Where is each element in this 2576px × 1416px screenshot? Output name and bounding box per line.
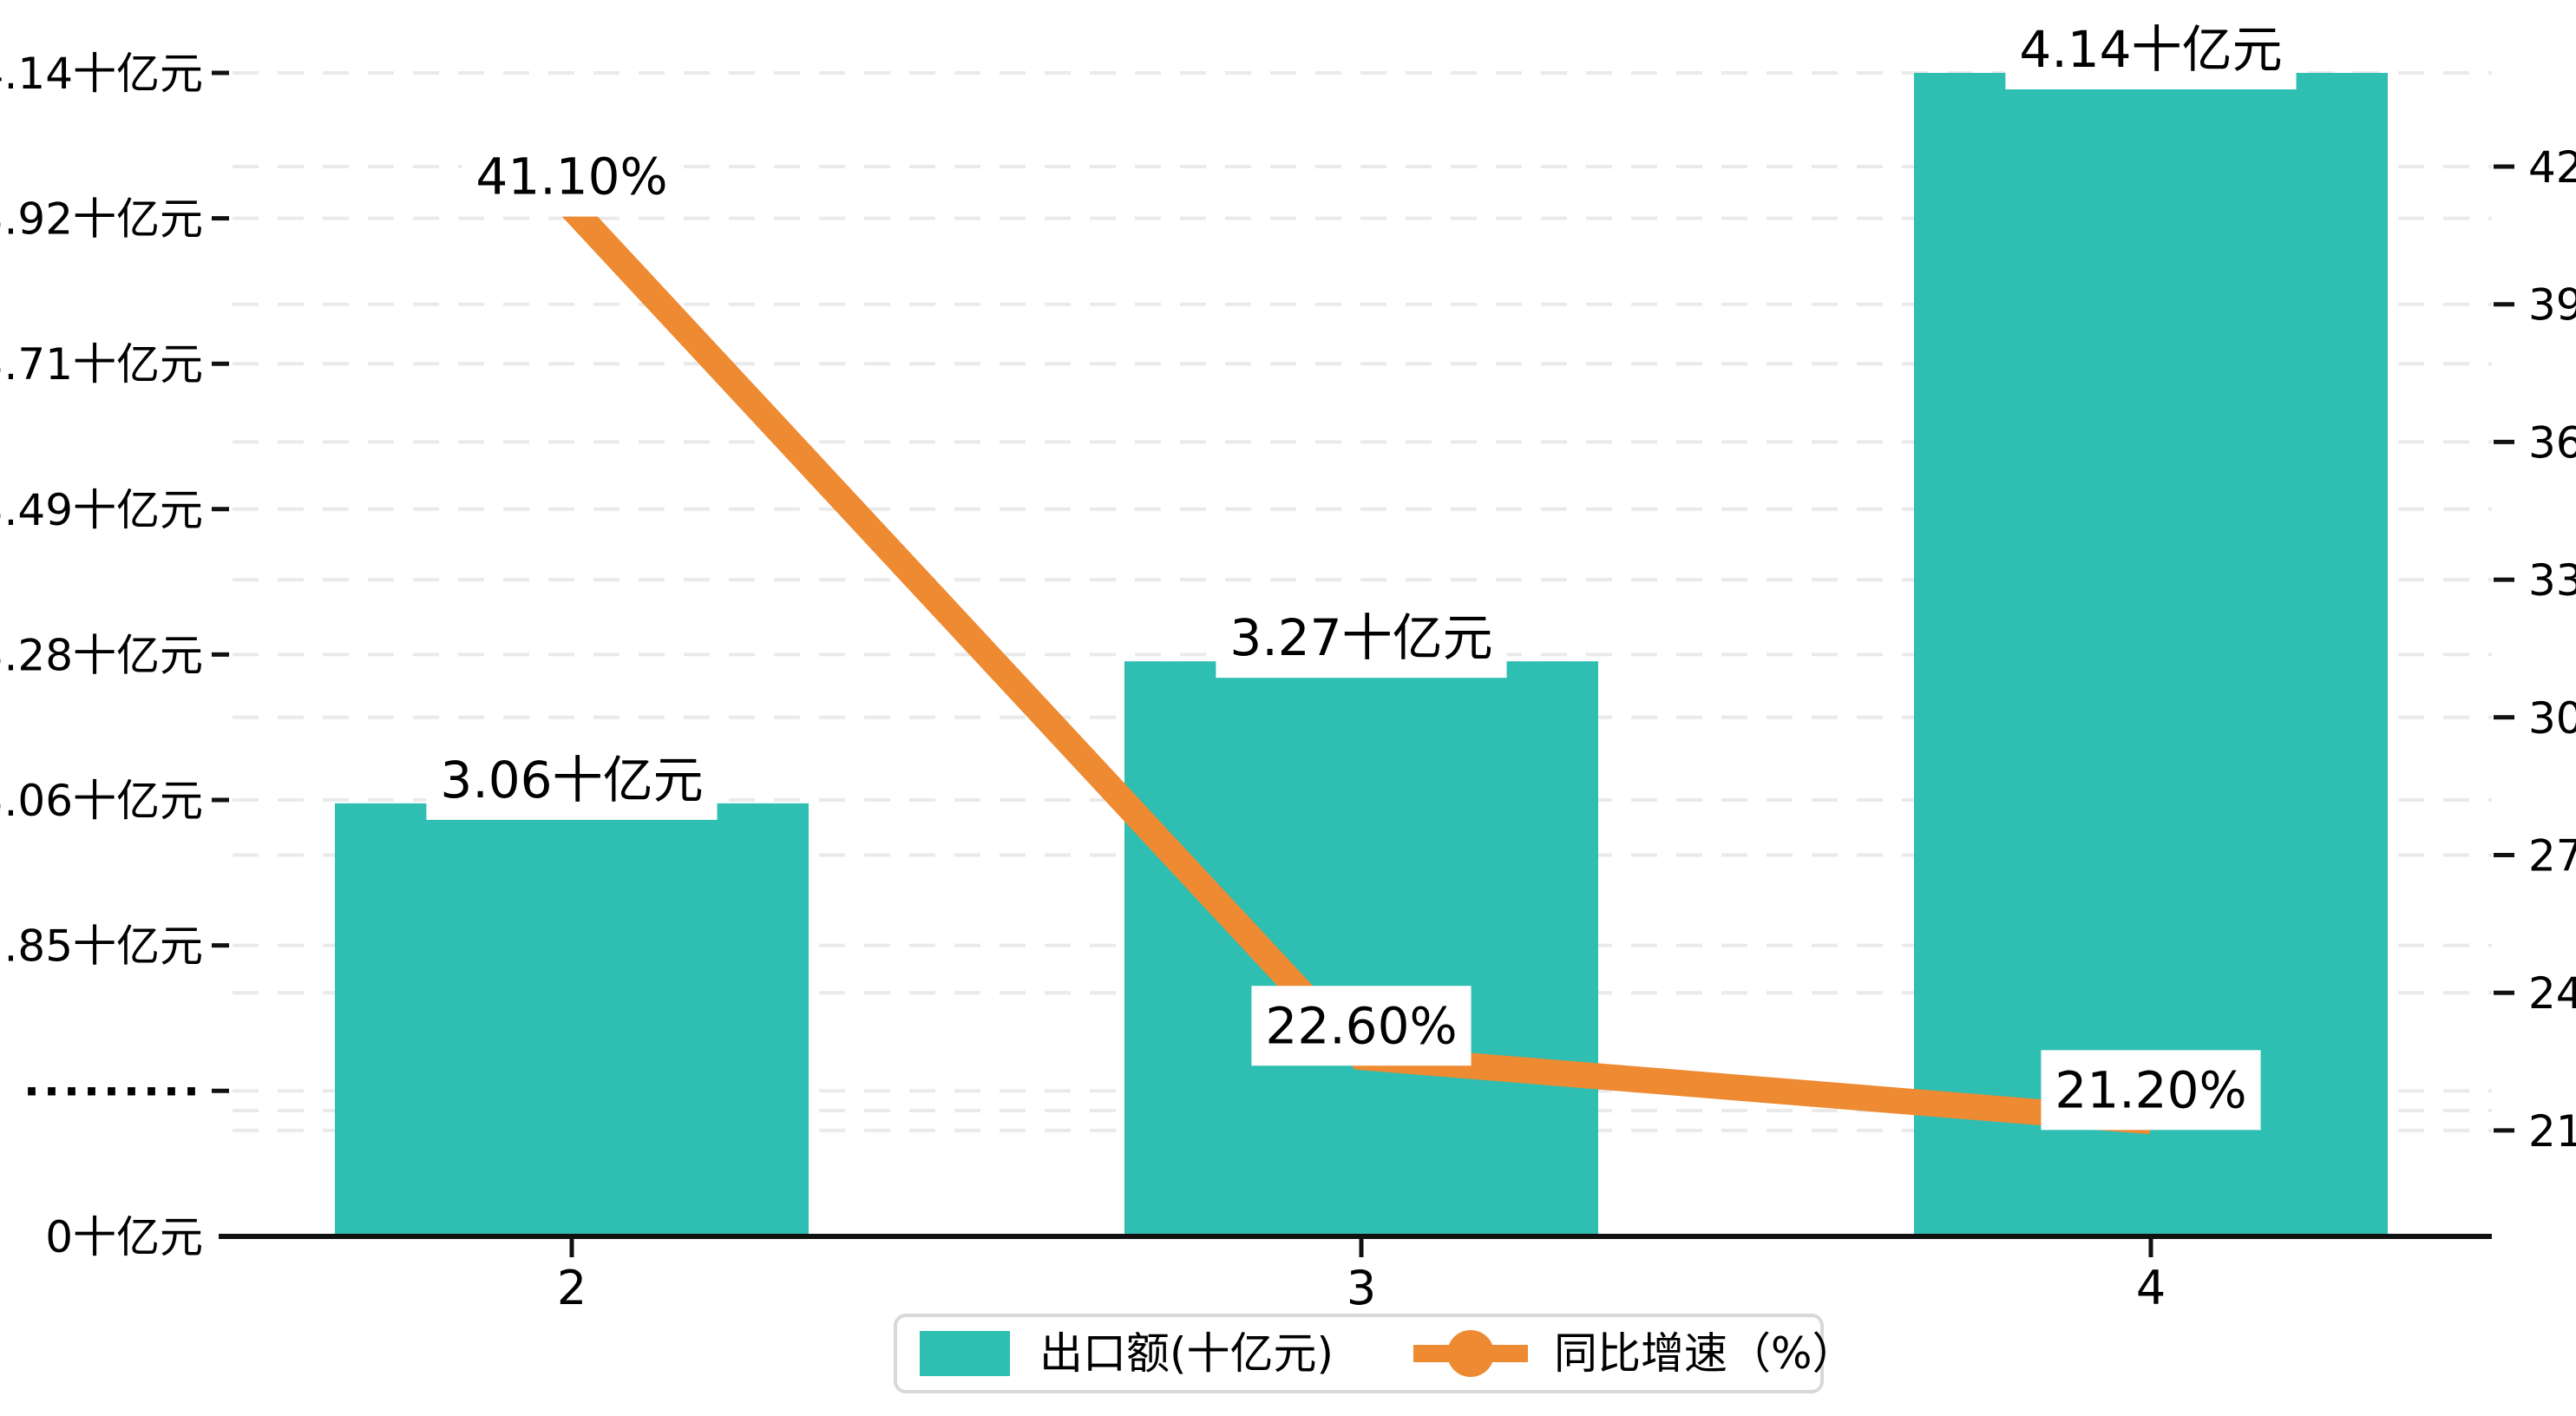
bar-3[interactable] — [1124, 661, 1598, 1236]
bar-value-label-4: 4.14十亿元 — [2019, 20, 2282, 79]
line-value-label-2: 41.10% — [475, 148, 667, 206]
legend-bar-label: 出口额(十亿元) — [1039, 1328, 1334, 1379]
legend-item-growth[interactable]: 同比增速（%） — [1413, 1330, 1856, 1377]
legend[interactable]: 出口额(十亿元) 同比增速（%） — [894, 1314, 1856, 1393]
right-tick-label-27: 27 — [2528, 831, 2576, 882]
line-value-label-4: 21.20% — [2055, 1060, 2246, 1119]
line-value-label-3-bg — [1251, 986, 1472, 1066]
line-value-label-3: 22.60% — [1265, 996, 1457, 1055]
line-value-label-4-bg — [2041, 1050, 2261, 1131]
right-tick-label-36: 36 — [2528, 417, 2576, 468]
bar-2[interactable] — [335, 803, 809, 1236]
line-value-label-2-bg — [462, 136, 682, 217]
bar-value-label-2: 3.06十亿元 — [440, 751, 703, 810]
left-tick-label-4: 3.28十亿元 — [0, 630, 203, 680]
left-tick-label-8: 0十亿元 — [45, 1212, 203, 1262]
bar-value-label-2-bg — [426, 739, 718, 820]
left-tick-label-1: 3.92十亿元 — [0, 194, 203, 245]
legend-line-label: 同比增速（%） — [1554, 1328, 1856, 1379]
right-tick-label-42: 42 — [2528, 142, 2576, 193]
legend-bar-swatch-icon — [920, 1331, 1010, 1376]
x-tick-label-4: 4 — [2136, 1261, 2166, 1315]
bar-value-label-3-bg — [1216, 598, 1507, 678]
legend-line-dot-icon — [1413, 1330, 1529, 1377]
x-tick-label-2: 2 — [557, 1261, 587, 1315]
left-tick-label-0: 4.14十亿元 — [0, 49, 203, 99]
right-tick-label-33: 33 — [2528, 555, 2576, 606]
left-tick-label-6: 2.85十亿元 — [0, 921, 203, 972]
left-tick-label-2: 3.71十亿元 — [0, 339, 203, 390]
right-tick-label-21: 21 — [2528, 1106, 2576, 1157]
bar-value-label-4-bg — [2005, 10, 2297, 89]
left-tick-label-7: ········· — [23, 1066, 203, 1117]
right-tick-label-39: 39 — [2528, 280, 2576, 331]
left-tick-label-3: 3.49十亿元 — [0, 485, 203, 535]
right-tick-label-24: 24 — [2528, 968, 2576, 1019]
legend-item-export[interactable]: 出口额(十亿元) — [920, 1331, 1334, 1376]
bar-4[interactable] — [1914, 73, 2388, 1236]
bar-value-label-3: 3.27十亿元 — [1229, 608, 1492, 667]
left-tick-label-5: 3.06十亿元 — [0, 776, 203, 826]
right-tick-label-30: 30 — [2528, 693, 2576, 744]
x-tick-label-3: 3 — [1347, 1261, 1376, 1315]
